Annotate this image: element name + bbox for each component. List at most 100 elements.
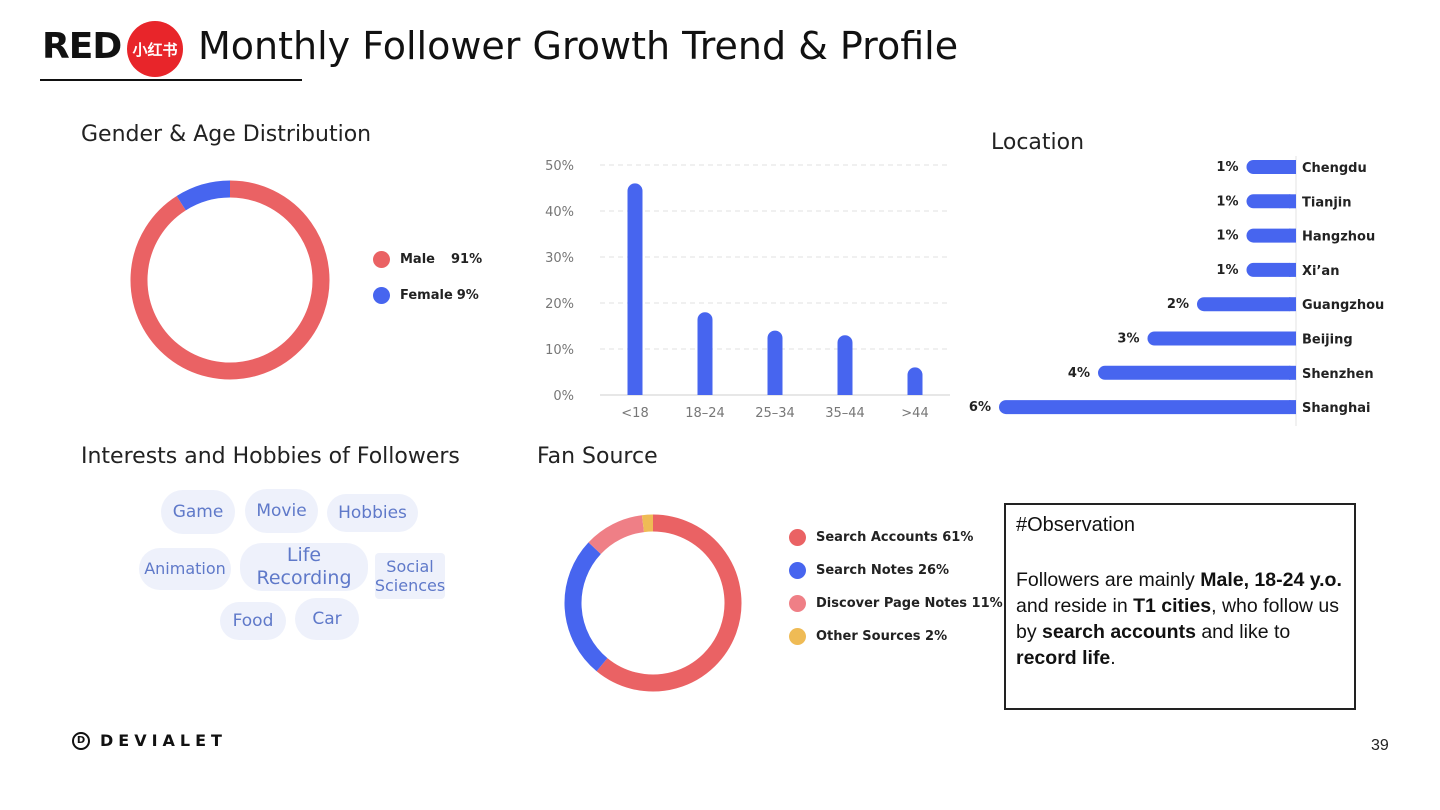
location-label-tianjin: Tianjin	[1302, 195, 1352, 210]
legend-value-female: 9%	[456, 288, 479, 303]
legend-label-discover-page-notes: Discover Page Notes 11%	[816, 596, 1003, 611]
legend-label-search-accounts: Search Accounts 61%	[816, 530, 974, 545]
legend-item-search-notes: Search Notes 26%	[789, 562, 1003, 579]
location-bar-chart: Chengdu 1% Tianjin 1% Hangzhou 1% Xi’an 1% Guang…	[969, 156, 1384, 426]
gender-donut-chart	[130, 180, 330, 380]
x-tick-label: 35–44	[825, 406, 865, 421]
bar-base	[907, 387, 923, 395]
interest-tag-game: Game	[161, 490, 235, 534]
y-tick-label: 10%	[545, 343, 574, 358]
y-tick-label: 20%	[545, 297, 574, 312]
location-bar-end	[1289, 365, 1296, 380]
location-value-hangzhou: 1%	[1216, 229, 1238, 244]
location-value-shanghai: 6%	[969, 400, 991, 415]
y-tick-label: 50%	[545, 159, 574, 174]
devialet-logo: D DEVIALET	[72, 731, 227, 750]
observation-text: Followers are mainly Male, 18-24 y.o. an…	[1016, 567, 1351, 671]
y-tick-label: 30%	[545, 251, 574, 266]
location-bar-hangzhou	[1246, 228, 1296, 243]
x-tick-label: 18–24	[685, 406, 725, 421]
section-title-fan-source: Fan Source	[537, 444, 658, 469]
observation-text-part: .	[1110, 647, 1116, 669]
bar-25-34	[767, 330, 783, 395]
y-tick-label: 0%	[553, 389, 574, 404]
bar-base	[837, 387, 853, 395]
location-bar-chengdu	[1246, 160, 1296, 174]
section-title-gender-age: Gender & Age Distribution	[81, 122, 372, 147]
observation-title: #Observation	[1016, 514, 1135, 536]
bar-35-44	[837, 335, 853, 395]
x-tick-label: <18	[621, 406, 648, 421]
legend-dot-search-notes	[789, 562, 806, 579]
devialet-wordmark: DEVIALET	[100, 731, 227, 750]
legend-dot-search-accounts	[789, 529, 806, 546]
fan-source-donut-chart	[564, 514, 742, 692]
legend-label-male: Male	[400, 252, 435, 267]
legend-label-female: Female	[400, 288, 453, 303]
location-bar-guangzhou	[1197, 297, 1296, 312]
interest-tag-movie: Movie	[245, 489, 318, 533]
legend-item-search-accounts: Search Accounts 61%	[789, 529, 1003, 546]
location-bar-xi-an	[1246, 262, 1296, 277]
bar-18	[627, 183, 643, 395]
x-tick-label: >44	[901, 406, 928, 421]
age-bar-chart: 0% 10% 20% 30% 40% 50% <18 18–24 25–34 35–44 >44	[545, 159, 950, 421]
location-bar-end	[1289, 228, 1296, 243]
legend-dot-other-sources	[789, 628, 806, 645]
section-title-location: Location	[991, 130, 1085, 155]
location-bar-end	[1289, 194, 1296, 209]
red-logo-badge: 小红书	[127, 21, 183, 77]
location-bar-end	[1289, 160, 1296, 174]
location-label-shenzhen: Shenzhen	[1302, 367, 1374, 382]
bar-base	[627, 387, 643, 395]
bar-base	[767, 387, 783, 395]
legend-dot-male	[373, 251, 390, 268]
location-value-beijing: 3%	[1117, 332, 1139, 347]
location-value-xi-an: 1%	[1216, 263, 1238, 278]
donut-slice-male	[130, 180, 330, 380]
location-bar-end	[1289, 297, 1296, 312]
location-label-shanghai: Shanghai	[1302, 401, 1370, 416]
bar-base	[697, 387, 713, 395]
donut-slice-discover-page-notes-11	[588, 515, 645, 555]
red-brand-text: RED	[42, 26, 122, 67]
interest-tag-hobbies: Hobbies	[327, 494, 418, 532]
legend-item-other-sources: Other Sources 2%	[789, 628, 1003, 645]
observation-highlight-demographic: Male, 18-24 y.o.	[1200, 569, 1342, 591]
section-title-interests: Interests and Hobbies of Followers	[81, 444, 460, 469]
observation-box	[1004, 503, 1356, 710]
location-value-chengdu: 1%	[1216, 160, 1238, 175]
legend-item-female: Female 9%	[373, 287, 482, 304]
location-value-tianjin: 1%	[1216, 194, 1238, 209]
legend-dot-female	[373, 287, 390, 304]
legend-label-other-sources: Other Sources 2%	[816, 629, 948, 644]
y-tick-label: 40%	[545, 205, 574, 220]
location-bar-end	[1289, 331, 1296, 346]
interest-tag-food: Food	[220, 602, 286, 640]
donut-slice-search-accounts-61	[596, 514, 742, 692]
fan-source-legend: Search Accounts 61% Search Notes 26% Dis…	[789, 529, 1003, 645]
location-value-guangzhou: 2%	[1167, 297, 1189, 312]
page-title: Monthly Follower Growth Trend & Profile	[198, 24, 959, 68]
location-label-hangzhou: Hangzhou	[1302, 230, 1375, 245]
observation-highlight-cities: T1 cities	[1133, 595, 1212, 617]
observation-highlight-source: search accounts	[1042, 621, 1196, 643]
location-bar-end	[1289, 262, 1296, 277]
legend-value-male: 91%	[450, 252, 483, 267]
interest-tag-life-recording: Life Recording	[240, 543, 368, 591]
location-bar-shanghai	[999, 400, 1296, 415]
donut-slice-female	[176, 180, 231, 211]
devialet-mark-icon: D	[72, 731, 90, 750]
location-bar-beijing	[1147, 331, 1296, 346]
location-bar-tianjin	[1246, 194, 1296, 209]
legend-item-discover-page-notes: Discover Page Notes 11%	[789, 595, 1003, 612]
legend-dot-discover-page-notes	[789, 595, 806, 612]
location-value-shenzhen: 4%	[1068, 366, 1090, 381]
location-bar-shenzhen	[1098, 365, 1296, 380]
observation-highlight-interest: record life	[1016, 647, 1111, 669]
location-label-chengdu: Chengdu	[1302, 161, 1367, 176]
interest-tag-car: Car	[295, 598, 359, 640]
observation-text-part: Followers are mainly	[1016, 569, 1201, 591]
legend-item-male: Male 91%	[373, 251, 482, 268]
observation-text-part: , who follow us by	[1016, 595, 1340, 643]
